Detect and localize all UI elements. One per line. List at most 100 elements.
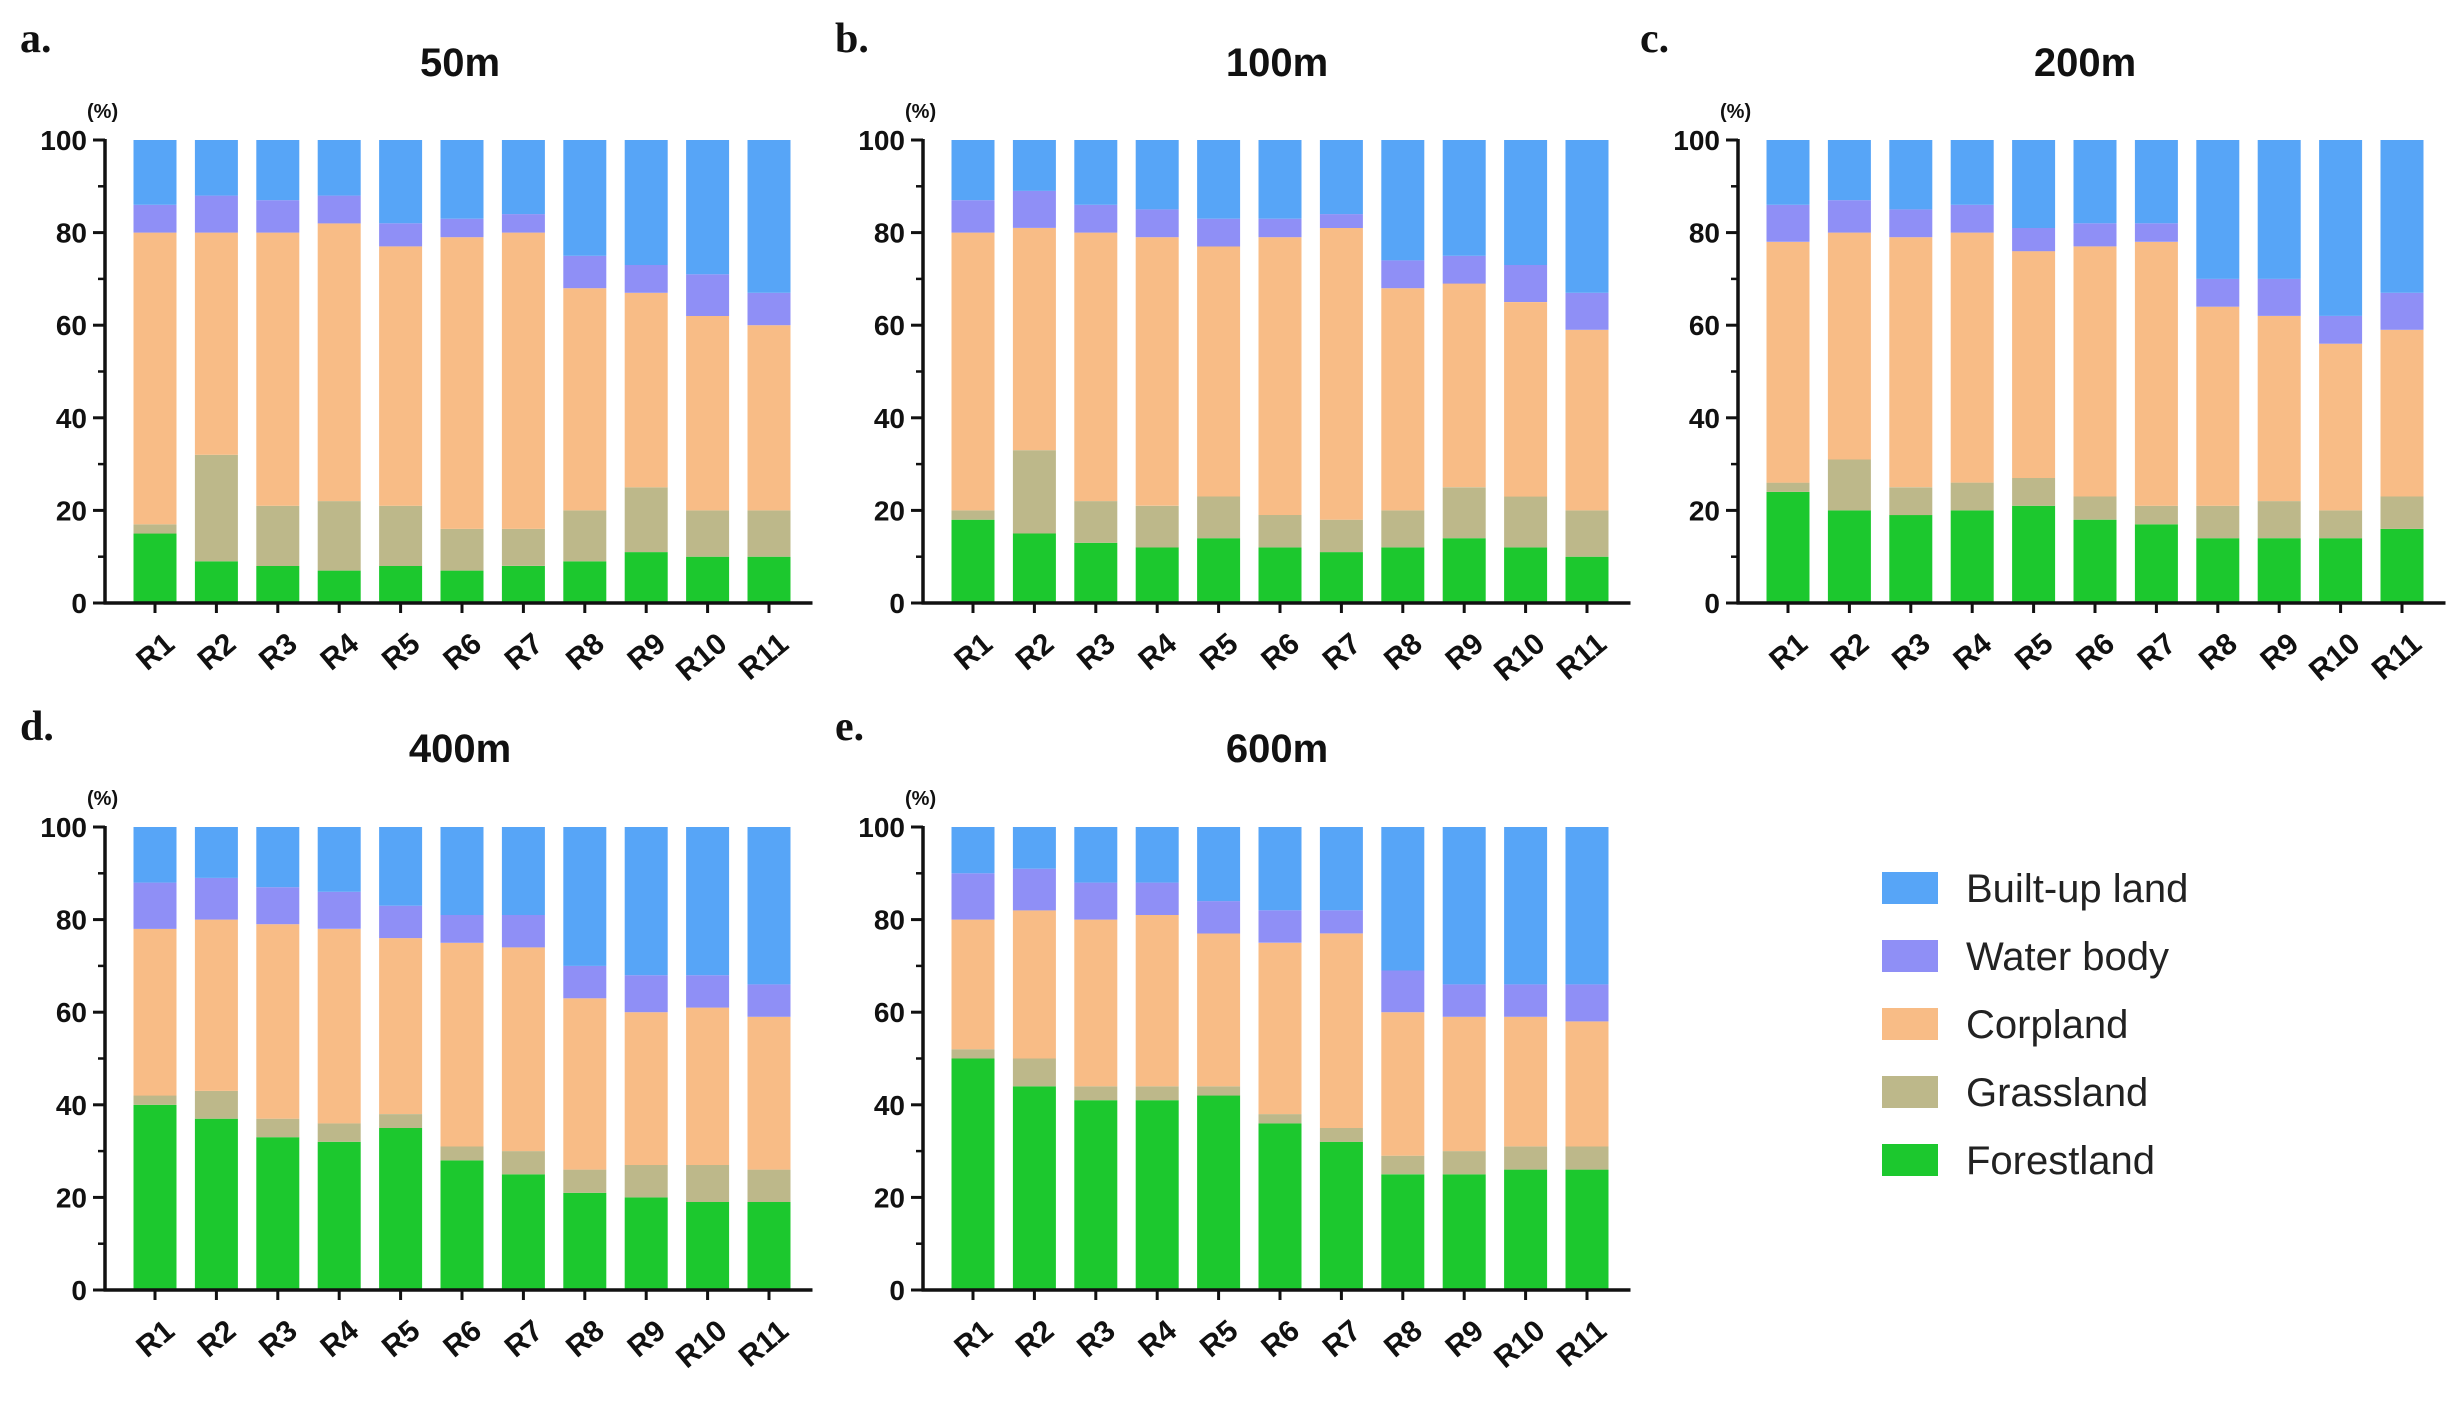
bar-segment-R3-corpland [256, 924, 300, 1119]
y-tick-label: 40 [56, 1090, 87, 1121]
bar-segment-R7-grassland [1319, 519, 1363, 553]
bar-segment-R1-forestland [951, 1058, 995, 1290]
bar-segment-R5-water-body [2012, 228, 2056, 252]
bar-segment-R5-water-body [379, 905, 423, 939]
bar-segment-R6-built-up-land [2073, 140, 2117, 224]
bar-segment-R2-built-up-land [1827, 140, 1871, 201]
bar-segment-R9-water-body [2257, 278, 2301, 316]
legend-label: Built-up land [1966, 867, 2188, 911]
bar-segment-R5-built-up-land [2012, 140, 2056, 228]
bar-segment-R8-corpland [563, 288, 607, 511]
bar-segment-R5-built-up-land [379, 827, 423, 906]
bar-segment-R2-grassland [1012, 1058, 1056, 1087]
bar-segment-R3-built-up-land [1889, 140, 1933, 210]
x-tick-label: R3 [253, 627, 304, 677]
bar-segment-R6-forestland [1258, 1123, 1302, 1290]
bar-segment-R5-built-up-land [379, 140, 423, 224]
bar-segment-R7-forestland [1319, 552, 1363, 603]
bar-segment-R4-forestland [1135, 1100, 1179, 1290]
bar-segment-R11-water-body [747, 292, 791, 326]
bar-segment-R3-built-up-land [1074, 827, 1118, 883]
panel-letter: e. [835, 704, 864, 750]
bar-segment-R1-water-body [133, 204, 177, 233]
bar-segment-R4-forestland [317, 570, 361, 603]
bar-segment-R8-water-body [1381, 970, 1425, 1013]
bar-segment-R8-grassland [563, 1169, 607, 1193]
bar-segment-R11-corpland [2380, 329, 2424, 497]
bar-segment-R2-grassland [194, 454, 238, 562]
bar-segment-R11-grassland [2380, 496, 2424, 529]
chart-title: 50m [420, 41, 500, 85]
bar-segment-R1-forestland [133, 1104, 177, 1290]
bar-segment-R6-grassland [440, 1146, 484, 1161]
panel-letter: b. [835, 16, 869, 62]
bar-segment-R3-forestland [256, 1137, 300, 1290]
bar-segment-R8-water-body [1381, 260, 1425, 289]
bar-segment-R2-corpland [1827, 232, 1871, 460]
bar-segment-R10-corpland [1504, 302, 1548, 497]
bar-segment-R4-water-body [317, 891, 361, 929]
y-unit-label: (%) [905, 788, 936, 810]
bar-segment-R10-built-up-land [2319, 140, 2363, 316]
bar-segment-R8-water-body [2196, 278, 2240, 307]
bar-segment-R2-water-body [194, 877, 238, 920]
bar-segment-R1-built-up-land [951, 827, 995, 874]
bar-segment-R10-water-body [1504, 984, 1548, 1017]
bar-segment-R3-corpland [1074, 919, 1118, 1087]
bar-segment-R11-grassland [1565, 1146, 1609, 1170]
bar-segment-R5-forestland [1197, 1095, 1241, 1290]
x-tick-label: R10 [2303, 627, 2366, 688]
bar-segment-R7-built-up-land [1319, 827, 1363, 911]
x-tick-label: R3 [253, 1314, 304, 1364]
y-tick-label: 40 [874, 1090, 905, 1121]
bar-segment-R2-built-up-land [194, 140, 238, 196]
bar-segment-R5-water-body [1197, 901, 1241, 934]
bar-segment-R8-forestland [2196, 538, 2240, 603]
bar-segment-R3-grassland [1074, 1086, 1118, 1101]
bar-segment-R7-corpland [1319, 933, 1363, 1128]
bar-segment-R11-built-up-land [1565, 140, 1609, 293]
bar-segment-R10-grassland [686, 1165, 730, 1202]
x-tick-label: R1 [948, 627, 999, 677]
bar-segment-R9-corpland [1442, 283, 1486, 488]
y-tick-label: 100 [1673, 125, 1720, 156]
y-tick-label: 20 [56, 495, 87, 526]
bar-segment-R9-water-body [624, 975, 668, 1013]
bar-segment-R5-corpland [2012, 251, 2056, 478]
bar-segment-R4-built-up-land [317, 140, 361, 196]
bar-segment-R1-water-body [1766, 204, 1810, 242]
bar-segment-R2-built-up-land [1012, 140, 1056, 191]
bar-segment-R8-built-up-land [563, 140, 607, 256]
y-tick-label: 80 [1689, 218, 1720, 249]
bar-segment-R9-built-up-land [624, 827, 668, 976]
bar-segment-R6-corpland [2073, 246, 2117, 497]
bar-segment-R7-forestland [501, 566, 545, 603]
bar-segment-R9-forestland [624, 1197, 668, 1290]
bar-segment-R11-corpland [747, 325, 791, 511]
bar-segment-R11-water-body [1565, 984, 1609, 1022]
bar-segment-R7-corpland [2134, 241, 2178, 506]
bar-segment-R10-built-up-land [1504, 827, 1548, 985]
bar-segment-R7-built-up-land [501, 140, 545, 215]
bar-segment-R6-forestland [2073, 519, 2117, 603]
bar-segment-R8-forestland [563, 1192, 607, 1290]
x-tick-label: R2 [1010, 1314, 1061, 1364]
x-tick-label: R10 [670, 627, 733, 688]
bar-segment-R9-forestland [1442, 1174, 1486, 1291]
bar-segment-R11-built-up-land [2380, 140, 2424, 293]
bar-segment-R2-corpland [194, 232, 238, 455]
legend-swatch-built-up-land [1882, 872, 1938, 904]
bar-segment-R5-built-up-land [1197, 827, 1241, 902]
x-tick-label: R8 [1378, 627, 1429, 677]
y-tick-label: 40 [1689, 403, 1720, 434]
bar-segment-R7-corpland [501, 947, 545, 1152]
bar-segment-R10-corpland [2319, 343, 2363, 511]
x-tick-label: R6 [1255, 1314, 1306, 1364]
bar-segment-R8-corpland [2196, 306, 2240, 506]
bar-segment-R9-forestland [1442, 538, 1486, 603]
bar-segment-R9-water-body [624, 265, 668, 293]
x-tick-label: R5 [376, 627, 427, 677]
x-tick-label: R10 [1488, 627, 1551, 688]
panel-letter: c. [1640, 16, 1669, 62]
